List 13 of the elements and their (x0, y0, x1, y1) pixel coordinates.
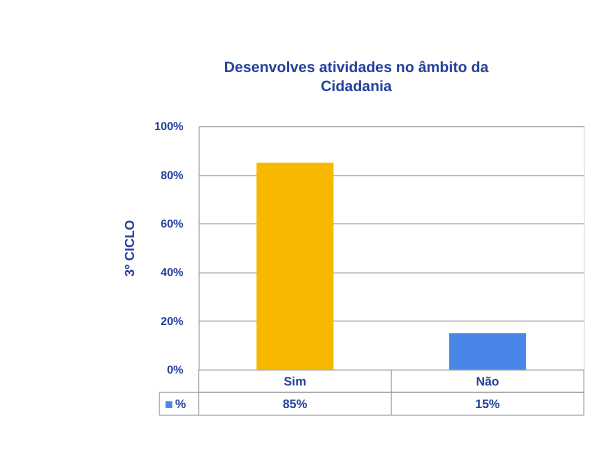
chart-title: Desenvolves atividades no âmbito da Cidadania (224, 60, 490, 96)
y-tick-label: 80% (160, 170, 184, 182)
y-tick-label: 40% (160, 267, 184, 280)
x-tick-label: Não (476, 374, 500, 388)
y-tick-label: 20% (160, 316, 184, 328)
y-tick-label: 100% (154, 121, 184, 134)
y-tick-label: 0% (166, 364, 184, 377)
data-label: 15% (475, 397, 500, 412)
x-tick-label: Sim (284, 374, 306, 388)
y-tick-label: 60% (160, 218, 184, 231)
data-label: 85% (282, 397, 308, 412)
y-axis-title: 3º CICLO (122, 220, 138, 277)
legend-label: % (175, 397, 186, 412)
